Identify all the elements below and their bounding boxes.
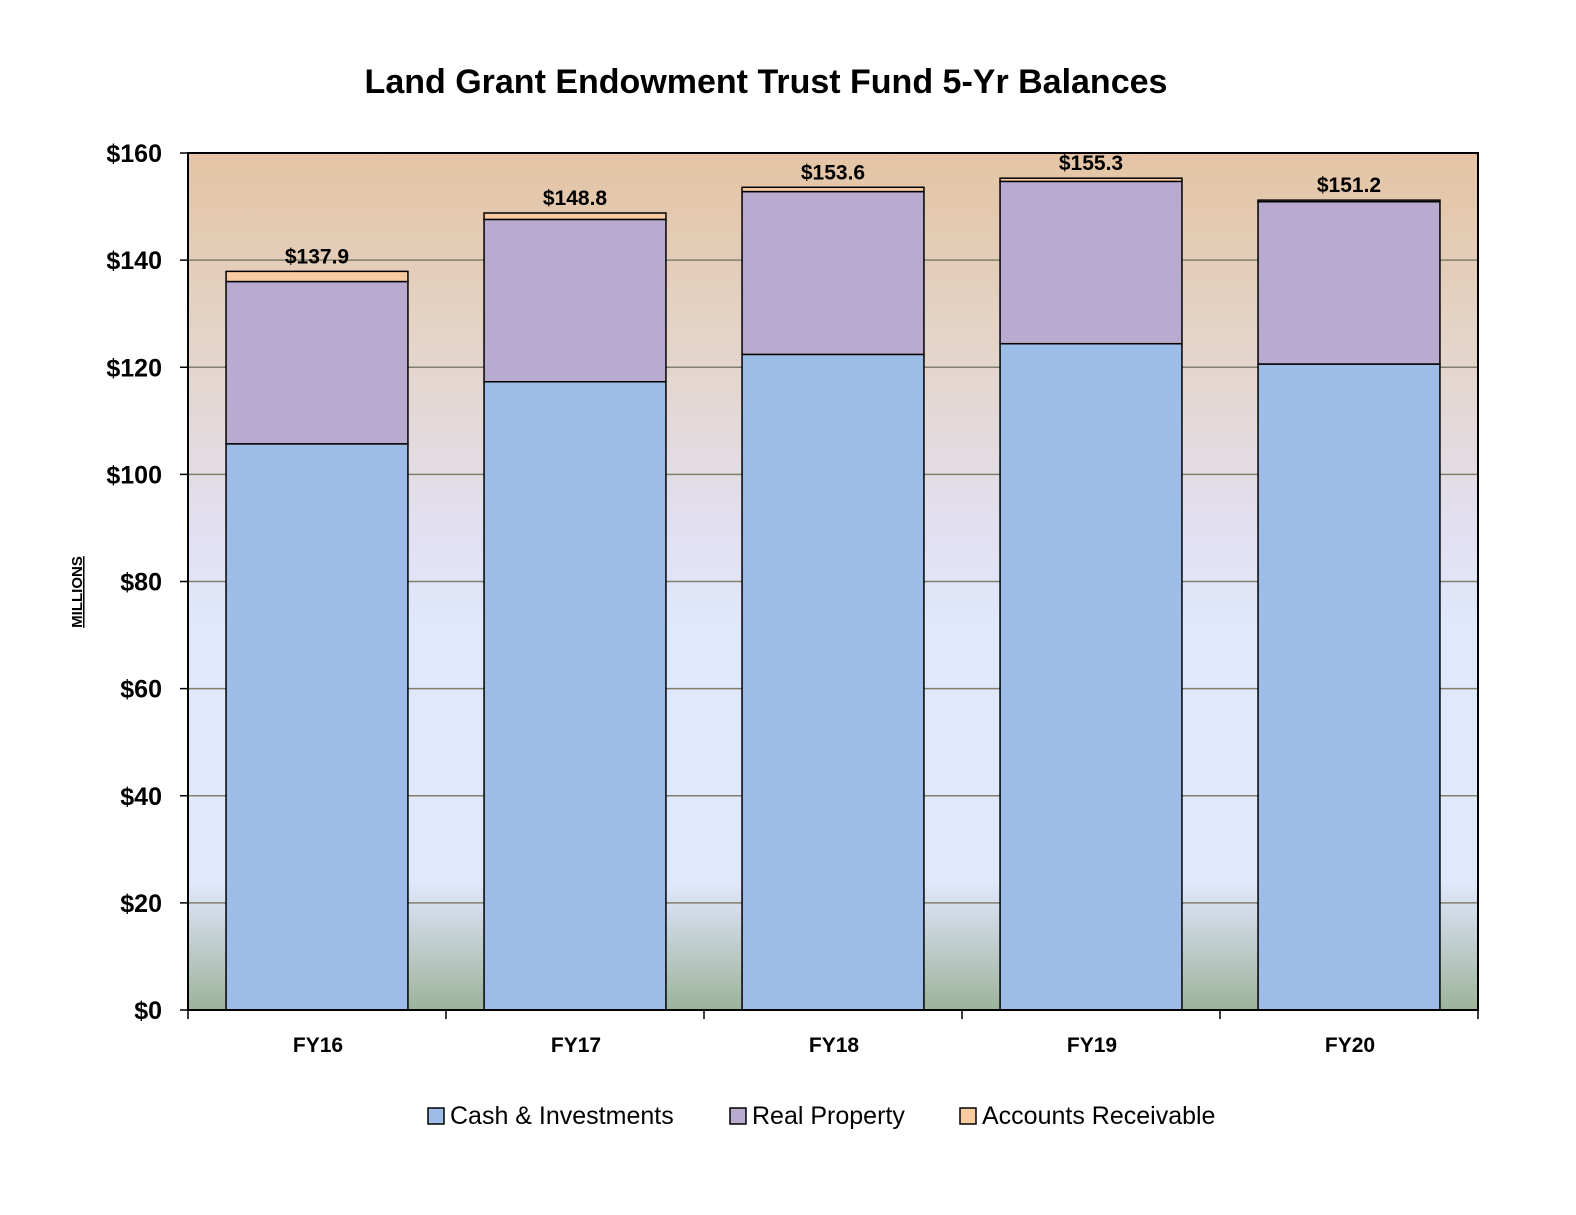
bar-segment	[741, 190, 925, 356]
y-tick-label: $20	[120, 890, 162, 918]
axes	[180, 152, 1479, 1019]
x-tick-label: FY17	[551, 1034, 601, 1057]
bar-segment	[483, 218, 667, 383]
legend-swatch	[427, 1107, 445, 1125]
x-tick-label: FY20	[1325, 1034, 1375, 1057]
y-tick-label: $160	[106, 140, 162, 168]
bar-segment	[225, 443, 409, 1011]
legend-label: Real Property	[752, 1102, 905, 1130]
y-tick-label: $60	[120, 676, 162, 704]
bar-segment	[483, 212, 667, 221]
chart-title: Land Grant Endowment Trust Fund 5-Yr Bal…	[365, 63, 1168, 101]
x-tick-label: FY16	[293, 1034, 343, 1057]
bar-segment	[1257, 199, 1441, 203]
bar-segment	[741, 186, 925, 193]
total-label: $137.9	[285, 245, 349, 268]
bar-segment	[999, 177, 1183, 183]
total-label: $151.2	[1317, 174, 1381, 197]
legend-swatch	[959, 1107, 977, 1125]
y-axis-title: MILLIONS	[69, 556, 86, 628]
y-tick-label: $120	[106, 354, 162, 382]
bar-segment	[999, 180, 1183, 345]
total-label: $155.3	[1059, 152, 1123, 175]
x-tick-label: FY19	[1067, 1034, 1117, 1057]
y-tick-label: $100	[106, 461, 162, 489]
y-tick-label: $140	[106, 247, 162, 275]
total-label: $148.8	[543, 187, 608, 210]
total-label: $153.6	[801, 161, 865, 184]
legend-label: Accounts Receivable	[982, 1102, 1215, 1130]
labels: $0 $20 $40 $60 $80 $100 $120 $140 $160 $137.9 FY16…	[106, 140, 1381, 1057]
legend-label: Cash & Investments	[450, 1102, 674, 1130]
x-tick-label: FY18	[809, 1034, 860, 1057]
bar-segment	[225, 280, 409, 445]
bars	[225, 177, 1441, 1011]
y-tick-label: $0	[134, 997, 162, 1025]
bar-segment	[483, 380, 667, 1011]
bar-segment	[741, 353, 925, 1011]
bar-segment	[1257, 200, 1441, 365]
y-tick-label: $80	[120, 569, 162, 597]
legend-swatch	[729, 1107, 747, 1125]
bar-segment	[999, 342, 1183, 1011]
y-tick-label: $40	[120, 783, 162, 811]
bar-segment	[1257, 363, 1441, 1011]
legend: Cash & Investments Real Property Accounts …	[427, 1102, 1215, 1130]
bar-segment	[225, 270, 409, 283]
